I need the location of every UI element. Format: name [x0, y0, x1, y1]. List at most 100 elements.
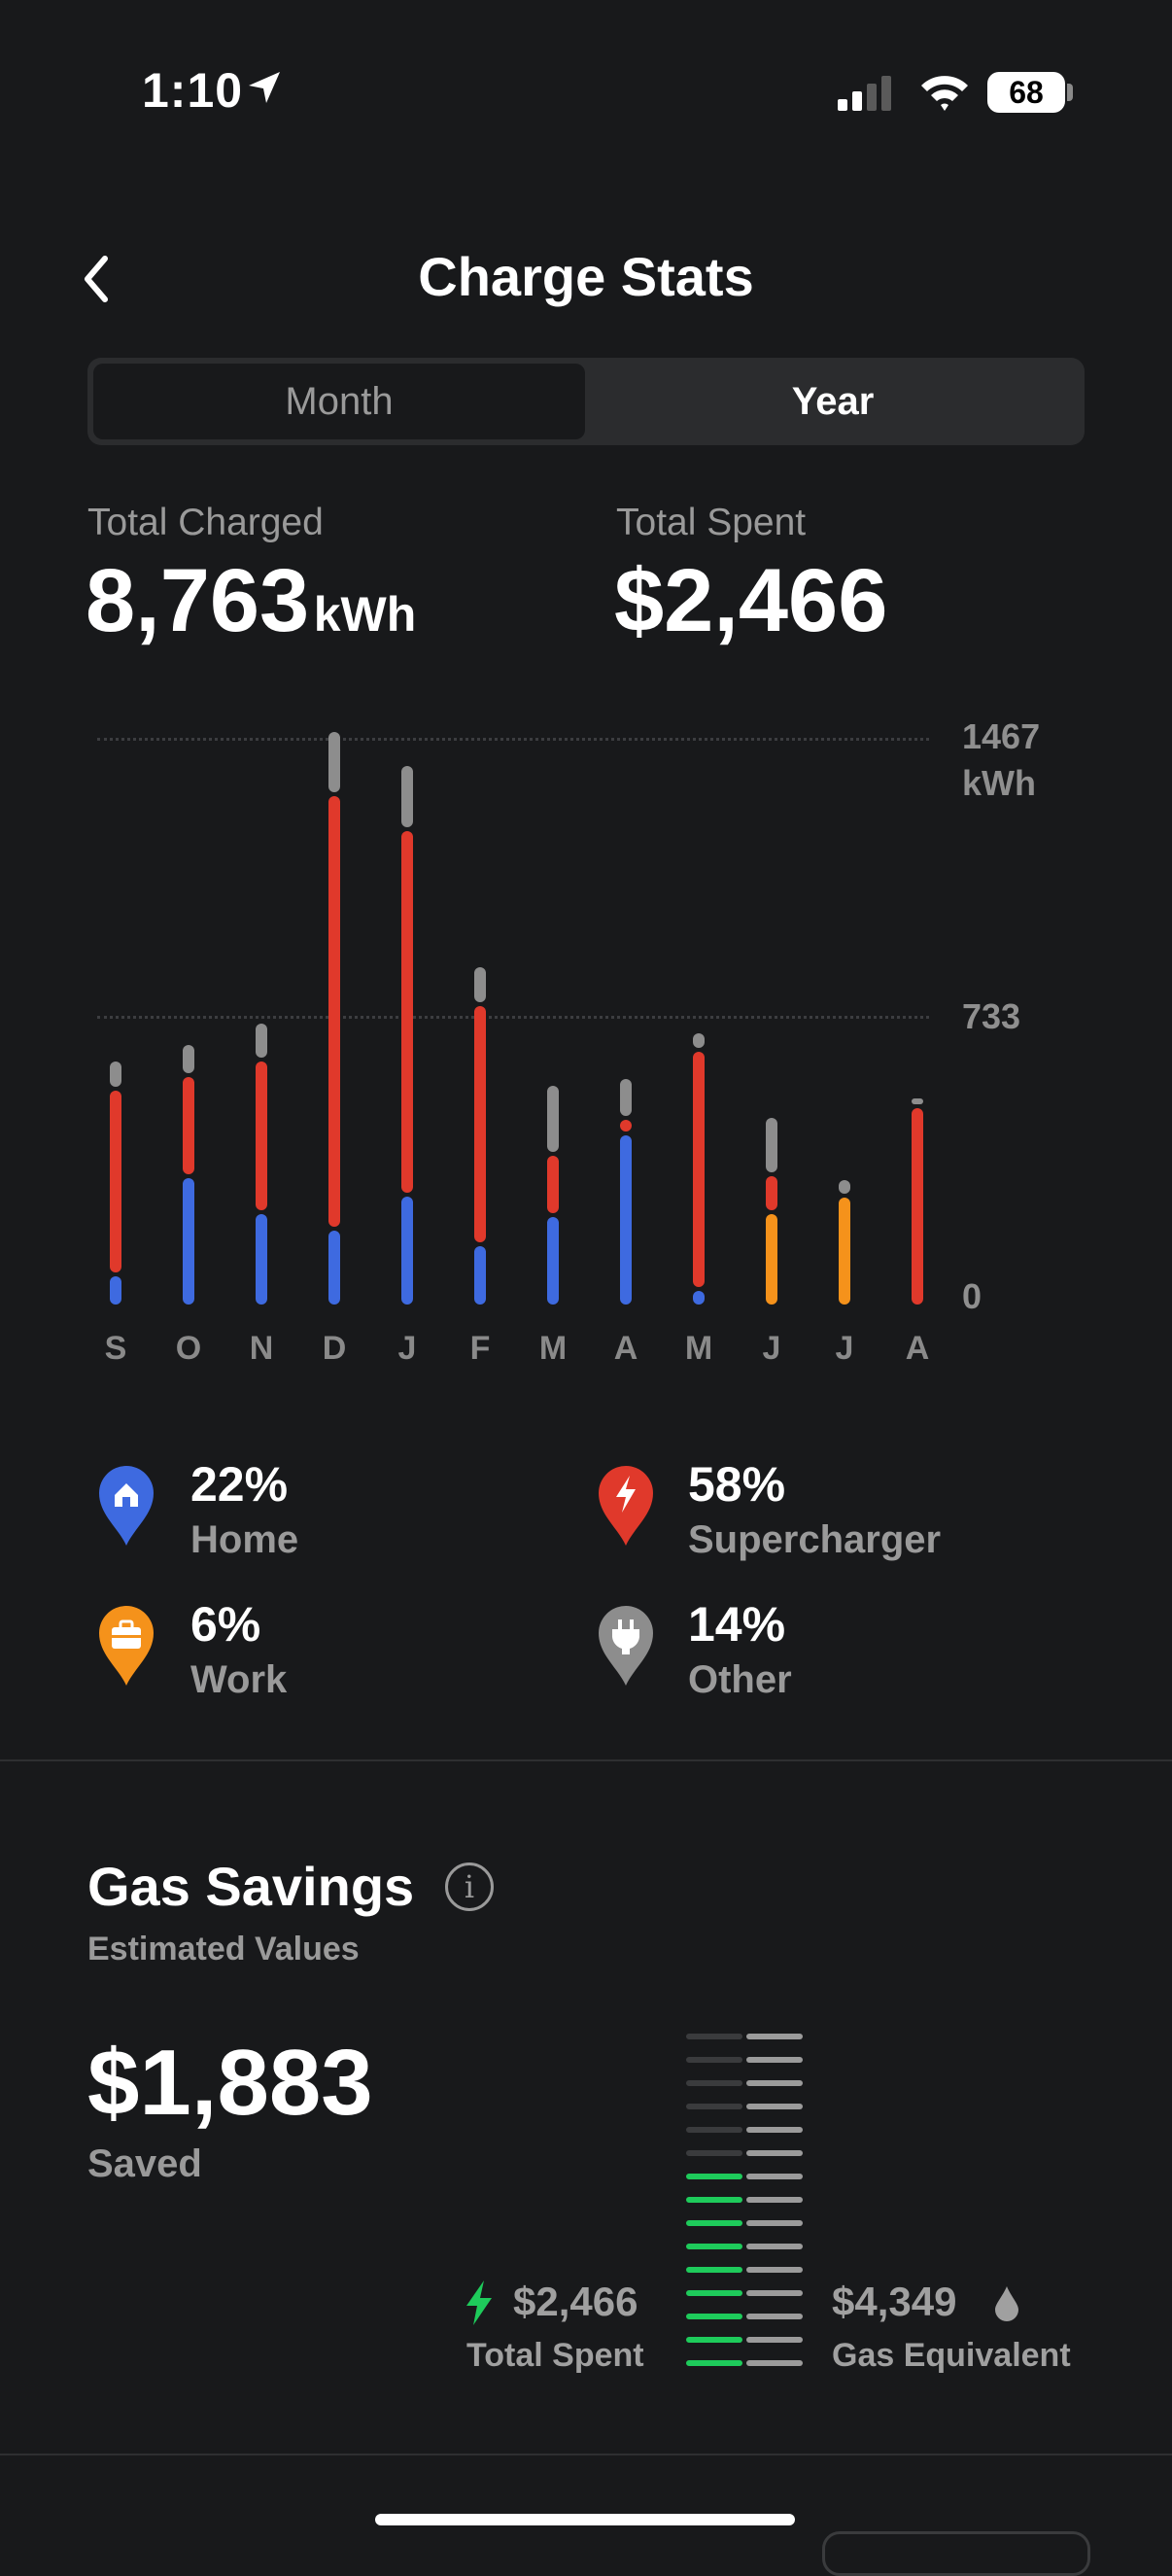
gauge-electric-row — [686, 2174, 742, 2179]
home-indicator[interactable] — [375, 2514, 795, 2525]
legend-supercharger-name: Supercharger — [688, 1518, 942, 1561]
gauge-gas-row — [746, 2080, 803, 2086]
gauge-gas-row — [746, 2290, 803, 2296]
bar-segment-other — [766, 1118, 777, 1173]
x-tick-label: N — [249, 1330, 274, 1367]
bar-segment-home — [547, 1217, 559, 1305]
x-tick-label: M — [538, 1330, 568, 1367]
gauge-electric-row — [686, 2104, 742, 2109]
bar-segment-other — [839, 1180, 850, 1195]
gauge-gas-row — [746, 2174, 803, 2179]
section-divider — [0, 1759, 1172, 1761]
gauge-electric-row — [686, 2197, 742, 2203]
gauge-gas-row — [746, 2314, 803, 2319]
bar-segment-home — [474, 1246, 486, 1305]
bar-segment-work — [766, 1214, 777, 1305]
gauge-gas-row — [746, 2220, 803, 2226]
wifi-icon — [919, 72, 970, 118]
gauge-gas-row — [746, 2104, 803, 2109]
bar-segment-supercharger — [693, 1051, 705, 1287]
x-tick-label: J — [835, 1330, 854, 1367]
back-button[interactable] — [82, 255, 111, 308]
bar-segment-other — [620, 1078, 632, 1116]
bar-segment-work — [839, 1198, 850, 1305]
bar-segment-other — [547, 1085, 559, 1152]
gauge-gas-row — [746, 2150, 803, 2156]
bar-segment-supercharger — [256, 1061, 267, 1211]
legend-other-name: Other — [688, 1658, 792, 1701]
bar-segment-other — [693, 1033, 705, 1048]
bar-segment-supercharger — [183, 1077, 194, 1175]
bar-segment-supercharger — [766, 1176, 777, 1211]
bar-segment-other — [110, 1061, 121, 1087]
gauge-electric-row — [686, 2034, 742, 2039]
x-tick-label: D — [322, 1330, 347, 1367]
briefcase-pin-icon — [97, 1604, 155, 1692]
x-tick-label: J — [397, 1330, 417, 1367]
legend-home-pct: 22% — [190, 1457, 289, 1512]
bar-segment-other — [474, 967, 486, 1003]
x-tick-label: M — [684, 1330, 713, 1367]
gauge-gas-row — [746, 2197, 803, 2203]
gauge-electric-row — [686, 2360, 742, 2366]
gauge-electric-row — [686, 2290, 742, 2296]
x-tick-label: F — [469, 1330, 491, 1367]
bar-segment-supercharger — [110, 1090, 121, 1272]
battery-nub — [1067, 84, 1073, 101]
segment-month[interactable]: Month — [93, 364, 585, 439]
y-tick-unit: kWh — [962, 763, 1036, 803]
gridline-max — [97, 738, 929, 741]
bolt-pin-icon — [597, 1464, 655, 1552]
location-arrow-icon — [245, 68, 284, 112]
y-tick-mid: 733 — [962, 996, 1021, 1036]
gauge-electric-row — [686, 2127, 742, 2133]
bar-segment-other — [912, 1097, 923, 1104]
legend-home-name: Home — [190, 1518, 299, 1561]
electric-spent-label: Total Spent — [466, 2337, 644, 2374]
cellular-signal-icon — [838, 76, 896, 116]
bar-segment-home — [693, 1290, 705, 1305]
bar-segment-other — [328, 731, 340, 793]
battery-indicator: 68 — [987, 72, 1065, 113]
bottom-card-edge — [822, 2531, 1090, 2576]
y-tick-zero: 0 — [962, 1276, 982, 1316]
bar-segment-home — [256, 1214, 267, 1305]
bar-segment-home — [183, 1178, 194, 1305]
legend-supercharger-pct: 58% — [688, 1457, 786, 1512]
gridline-mid — [97, 1016, 929, 1019]
x-tick-label: S — [104, 1330, 127, 1367]
x-tick-label: J — [762, 1330, 781, 1367]
gauge-gas-row — [746, 2244, 803, 2249]
gas-equivalent-label: Gas Equivalent — [832, 2337, 1071, 2374]
bar-segment-supercharger — [401, 830, 413, 1193]
bar-segment-other — [183, 1044, 194, 1074]
bar-segment-home — [620, 1135, 632, 1305]
saved-label: Saved — [87, 2142, 202, 2185]
info-icon[interactable]: i — [445, 1862, 494, 1911]
bar-segment-supercharger — [328, 796, 340, 1227]
gauge-gas-row — [746, 2360, 803, 2366]
segment-year[interactable]: Year — [791, 380, 875, 423]
total-spent-value: $2,466 — [614, 551, 888, 650]
gauge-gas-row — [746, 2337, 803, 2343]
total-spent-label: Total Spent — [616, 502, 807, 543]
gauge-electric-row — [686, 2337, 742, 2343]
fuel-drop-icon — [993, 2284, 1020, 2326]
gauge-electric-row — [686, 2267, 742, 2273]
page-title: Charge Stats — [418, 246, 754, 307]
legend-other-pct: 14% — [688, 1597, 786, 1652]
status-time: 1:10 — [142, 63, 244, 118]
saved-value: $1,883 — [87, 2031, 373, 2135]
gauge-gas-row — [746, 2267, 803, 2273]
total-charged: 8,763 kWh — [86, 550, 416, 652]
total-charged-label: Total Charged — [87, 502, 324, 543]
chevron-left-icon — [85, 256, 108, 302]
bar-segment-supercharger — [474, 1006, 486, 1243]
legend-work-name: Work — [190, 1658, 288, 1701]
gauge-electric-row — [686, 2220, 742, 2226]
charging-chart: 1467 kWh 733 0 S O N D J F M A M J J A — [97, 716, 1040, 1367]
x-tick-label: A — [613, 1330, 638, 1367]
electric-spent-value: $2,466 — [513, 2279, 638, 2324]
gauge-electric-row — [686, 2244, 742, 2249]
bottom-divider — [0, 2454, 1172, 2455]
